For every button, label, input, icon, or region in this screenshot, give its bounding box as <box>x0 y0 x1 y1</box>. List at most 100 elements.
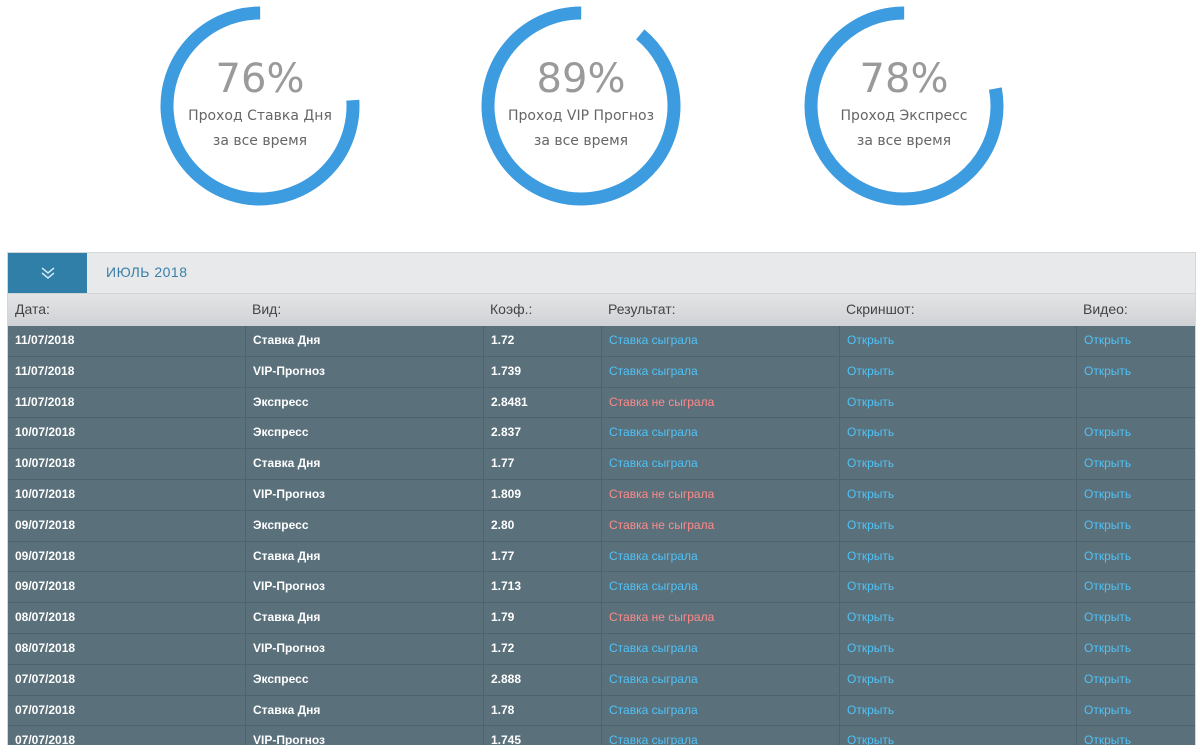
open-video-link[interactable]: Открыть <box>1084 548 1132 563</box>
cell-type-text: Ставка Дня <box>253 456 321 471</box>
open-screenshot-link[interactable]: Открыть <box>847 702 895 717</box>
table-row: 10/07/2018 Ставка Дня 1.77 Ставка сыграла От… <box>8 449 1195 480</box>
result-lose-text: Ставка не сыграла <box>609 394 715 409</box>
cell-type: Экспресс <box>245 664 483 695</box>
open-video-link[interactable]: Открыть <box>1084 640 1132 655</box>
open-video-link[interactable]: Открыть <box>1084 363 1132 378</box>
open-video-link[interactable]: Открыть <box>1084 486 1132 501</box>
cell-coef-text: 1.78 <box>491 702 515 717</box>
open-video-link[interactable]: Открыть <box>1084 333 1132 347</box>
result-win-text: Ставка сыграла <box>609 363 698 378</box>
cell-date: 10/07/2018 <box>8 418 245 448</box>
open-screenshot-link[interactable]: Открыть <box>847 610 895 625</box>
cell-type-text: Экспресс <box>253 517 309 532</box>
results-panel: ИЮЛЬ 2018 Дата: Вид: Коэф.: Результат: С… <box>7 252 1196 745</box>
cell-date: 07/07/2018 <box>8 665 245 695</box>
open-screenshot-link[interactable]: Открыть <box>847 333 895 347</box>
open-screenshot-link[interactable]: Открыть <box>847 733 895 745</box>
cell-type-text: Ставка Дня <box>253 548 321 563</box>
cell-date: 11/07/2018 <box>8 326 245 356</box>
cell-video: Открыть <box>1076 572 1195 603</box>
open-screenshot-link[interactable]: Открыть <box>847 394 895 409</box>
cell-date-text: 10/07/2018 <box>15 456 76 471</box>
open-screenshot-link[interactable]: Открыть <box>847 579 895 594</box>
month-label: ИЮЛЬ 2018 <box>106 264 188 280</box>
cell-coef: 2.837 <box>483 418 601 449</box>
cell-coef: 1.713 <box>483 572 601 603</box>
cell-date: 09/07/2018 <box>8 511 245 541</box>
cell-date-text: 10/07/2018 <box>15 425 76 440</box>
open-screenshot-link[interactable]: Открыть <box>847 671 895 686</box>
open-screenshot-link[interactable]: Открыть <box>847 363 895 378</box>
table-row: 11/07/2018 VIP-Прогноз 1.739 Ставка сыграла… <box>8 356 1195 388</box>
cell-type-text: VIP-Прогноз <box>253 733 326 745</box>
open-video-link[interactable]: Открыть <box>1084 671 1132 686</box>
cell-coef-text: 2.8481 <box>491 394 528 409</box>
cell-video: Открыть <box>1076 541 1195 572</box>
cell-date: 11/07/2018 <box>8 388 245 418</box>
result-win-text: Ставка сыграла <box>609 640 698 655</box>
cell-video: Открыть <box>1076 664 1195 695</box>
open-screenshot-link[interactable]: Открыть <box>847 486 895 501</box>
gauge-percent: 76% <box>215 56 305 102</box>
cell-screenshot: Открыть <box>839 326 1076 356</box>
open-video-link[interactable]: Открыть <box>1084 579 1132 594</box>
header-result: Результат: <box>608 301 676 317</box>
month-toggle-button[interactable] <box>8 253 87 293</box>
cell-screenshot: Открыть <box>839 603 1076 633</box>
cell-video: Открыть <box>1076 633 1195 664</box>
cell-screenshot: Открыть <box>839 664 1076 695</box>
cell-coef: 1.72 <box>483 326 601 356</box>
open-video-link[interactable]: Открыть <box>1084 517 1132 532</box>
cell-coef-text: 1.72 <box>491 640 515 655</box>
cell-date-text: 08/07/2018 <box>15 640 76 655</box>
cell-type: Экспресс <box>245 387 483 418</box>
cell-date: 08/07/2018 <box>8 634 245 664</box>
cell-type-text: VIP-Прогноз <box>253 363 326 378</box>
open-screenshot-link[interactable]: Открыть <box>847 548 895 563</box>
cell-date-text: 07/07/2018 <box>15 671 76 686</box>
cell-type-text: VIP-Прогноз <box>253 486 326 501</box>
header-type: Вид: <box>252 301 282 317</box>
open-screenshot-link[interactable]: Открыть <box>847 456 895 471</box>
table-row: 11/07/2018 Ставка Дня 1.72 Ставка сыграла От… <box>8 326 1195 357</box>
cell-date-text: 08/07/2018 <box>15 610 76 625</box>
cell-type: VIP-Прогноз <box>245 572 483 603</box>
gauge-label: Проход VIP Прогноз <box>507 108 655 124</box>
open-video-link[interactable]: Открыть <box>1084 702 1132 717</box>
cell-result: Ставка сыграла <box>601 726 839 745</box>
result-lose-text: Ставка не сыграла <box>609 517 715 532</box>
open-video-link[interactable]: Открыть <box>1084 733 1132 745</box>
cell-date-text: 09/07/2018 <box>15 548 76 563</box>
cell-screenshot: Открыть <box>839 541 1076 572</box>
table-row: 09/07/2018 Экспресс 2.80 Ставка не сыграла О… <box>8 510 1195 542</box>
cell-result: Ставка сыграла <box>601 449 839 479</box>
cell-coef-text: 1.745 <box>491 733 522 745</box>
cell-coef: 1.745 <box>483 726 601 745</box>
open-screenshot-link[interactable]: Открыть <box>847 425 895 440</box>
cell-screenshot: Открыть <box>839 418 1076 449</box>
cell-result: Ставка не сыграла <box>601 387 839 418</box>
cell-type: VIP-Прогноз <box>245 726 483 745</box>
gauge-sublabel: за все время <box>212 133 308 149</box>
cell-result: Ставка сыграла <box>601 418 839 449</box>
open-video-link[interactable]: Открыть <box>1084 610 1132 625</box>
cell-date: 07/07/2018 <box>8 696 245 726</box>
open-screenshot-link[interactable]: Открыть <box>847 640 895 655</box>
cell-screenshot: Открыть <box>839 510 1076 541</box>
cell-date-text: 10/07/2018 <box>15 486 76 501</box>
cell-date-text: 09/07/2018 <box>15 579 76 594</box>
cell-type: Ставка Дня <box>245 695 483 726</box>
cell-coef: 1.79 <box>483 603 601 633</box>
cell-video: Открыть <box>1076 356 1195 387</box>
open-video-link[interactable]: Открыть <box>1084 425 1132 440</box>
table-row: 08/07/2018 Ставка Дня 1.79 Ставка не сыграл… <box>8 603 1195 634</box>
result-lose-text: Ставка не сыграла <box>609 486 715 501</box>
cell-type-text: VIP-Прогноз <box>253 579 326 594</box>
cell-date-text: 07/07/2018 <box>15 733 76 745</box>
header-date: Дата: <box>15 301 50 317</box>
open-screenshot-link[interactable]: Открыть <box>847 517 895 532</box>
table-row: 07/07/2018 VIP-Прогноз 1.745 Ставка сыграла… <box>8 726 1195 745</box>
open-video-link[interactable]: Открыть <box>1084 456 1132 471</box>
table-row: 09/07/2018 VIP-Прогноз 1.713 Ставка сыграла… <box>8 572 1195 604</box>
